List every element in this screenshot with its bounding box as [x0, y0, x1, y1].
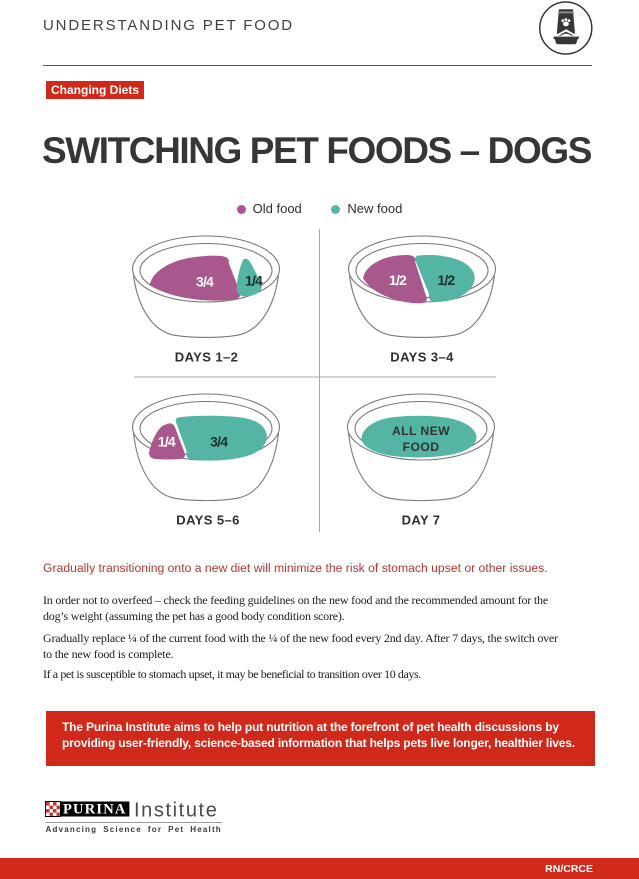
svg-text:1/2: 1/2 [389, 272, 407, 288]
svg-text:1/2: 1/2 [437, 272, 455, 288]
svg-text:3/4: 3/4 [196, 274, 214, 290]
svg-text:FOOD: FOOD [403, 440, 440, 454]
svg-text:DAYS 5–6: DAYS 5–6 [176, 513, 239, 528]
svg-text:ALL NEW: ALL NEW [392, 424, 450, 438]
svg-text:PURINA: PURINA [63, 802, 127, 818]
svg-text:1/4: 1/4 [158, 434, 176, 450]
svg-text:DAYS 3–4: DAYS 3–4 [390, 350, 454, 365]
svg-text:DAY 7: DAY 7 [402, 513, 441, 528]
svg-text:Advancing Science for Pet Heal: Advancing Science for Pet Health [46, 825, 222, 834]
svg-text:DAYS 1–2: DAYS 1–2 [175, 350, 238, 365]
svg-text:Institute: Institute [134, 800, 218, 822]
svg-text:1/4: 1/4 [245, 273, 263, 289]
svg-text:3/4: 3/4 [210, 434, 228, 450]
